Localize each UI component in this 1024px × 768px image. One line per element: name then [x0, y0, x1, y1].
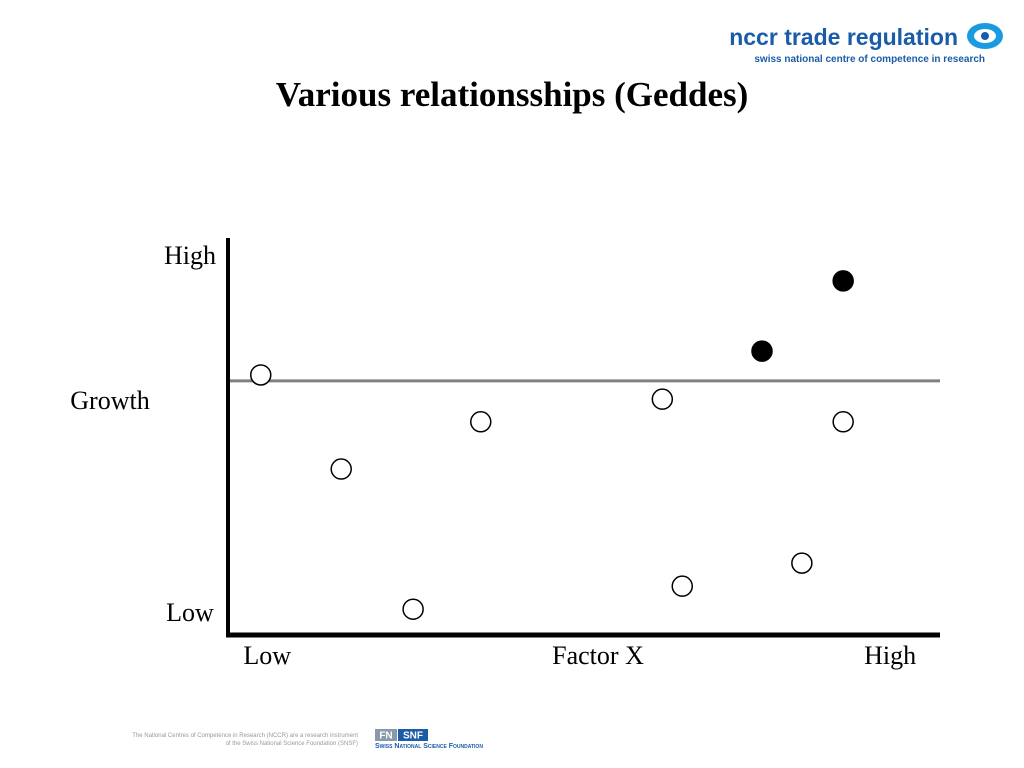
- point: [651, 388, 674, 410]
- point: [832, 270, 854, 292]
- chart-title: Various relationsships (Geddes): [276, 75, 749, 114]
- point: [250, 364, 272, 386]
- x-tick-label: Low: [243, 641, 291, 670]
- footer-note: The National Centres of Competence in Re…: [132, 733, 358, 739]
- point: [751, 340, 773, 362]
- logo-tagline: swiss national centre of competence in r…: [754, 54, 985, 65]
- footer-note: of the Swiss National Science Foundation…: [226, 741, 358, 747]
- y-tick-label: High: [164, 241, 216, 270]
- point: [330, 458, 352, 480]
- snf-logo: SNF: [403, 731, 423, 742]
- point: [671, 575, 694, 597]
- logo-name: nccr trade regulation: [729, 24, 958, 50]
- y-axis-title: Growth: [70, 386, 149, 415]
- logo-icon: [981, 32, 989, 40]
- foundation-name: Swiss National Science Foundation: [375, 743, 483, 750]
- point: [832, 411, 854, 433]
- x-axis-title: Factor X: [552, 641, 644, 670]
- point: [791, 552, 813, 574]
- fn-logo: FN: [379, 731, 392, 742]
- x-tick-label: High: [864, 641, 916, 670]
- point: [470, 411, 492, 433]
- point: [402, 598, 424, 620]
- y-tick-label: Low: [166, 598, 214, 627]
- snf-box: [398, 729, 428, 741]
- fn-box: [375, 729, 397, 741]
